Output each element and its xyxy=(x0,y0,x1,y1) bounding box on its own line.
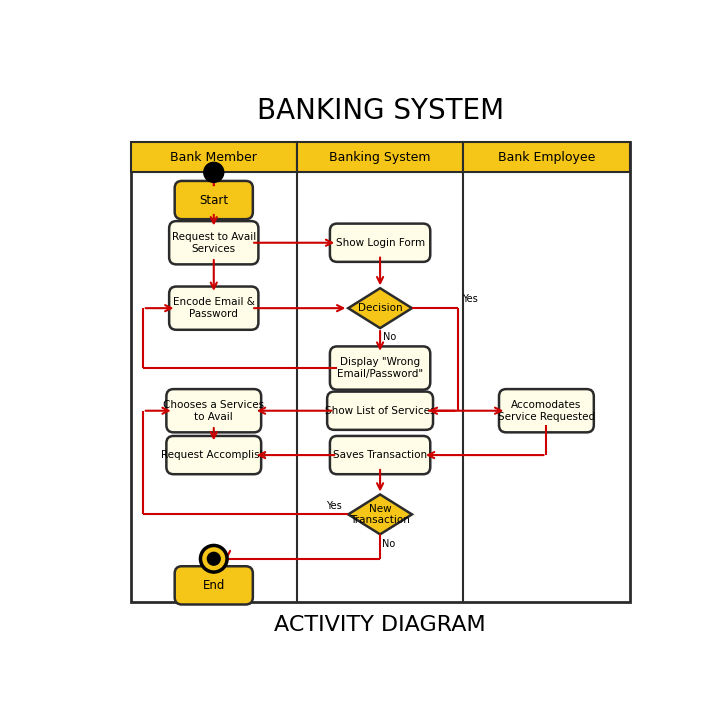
Circle shape xyxy=(204,162,224,182)
Text: Request Accomplish: Request Accomplish xyxy=(161,450,266,460)
FancyBboxPatch shape xyxy=(330,436,431,474)
Circle shape xyxy=(200,546,227,572)
Polygon shape xyxy=(348,288,412,328)
Text: Request to Avail
Services: Request to Avail Services xyxy=(171,232,256,253)
FancyBboxPatch shape xyxy=(330,224,431,262)
FancyBboxPatch shape xyxy=(175,566,253,605)
FancyBboxPatch shape xyxy=(499,389,594,432)
Text: Display "Wrong
Email/Password": Display "Wrong Email/Password" xyxy=(337,357,423,379)
FancyBboxPatch shape xyxy=(327,392,433,430)
Polygon shape xyxy=(348,495,412,534)
FancyBboxPatch shape xyxy=(169,221,258,264)
Text: End: End xyxy=(202,579,225,592)
FancyBboxPatch shape xyxy=(166,436,261,474)
Text: Encode Email &
Password: Encode Email & Password xyxy=(173,297,255,319)
Text: BANKING SYSTEM: BANKING SYSTEM xyxy=(256,97,504,125)
FancyBboxPatch shape xyxy=(130,142,297,172)
Circle shape xyxy=(207,552,220,565)
Text: Start: Start xyxy=(199,194,228,207)
FancyBboxPatch shape xyxy=(463,142,629,172)
Text: Chooses a Services
to Avail: Chooses a Services to Avail xyxy=(163,400,264,421)
Text: Bank Employee: Bank Employee xyxy=(498,150,595,163)
FancyBboxPatch shape xyxy=(175,181,253,219)
FancyBboxPatch shape xyxy=(166,389,261,432)
Text: Yes: Yes xyxy=(462,294,478,305)
Text: New
Transaction: New Transaction xyxy=(350,503,410,525)
Text: ACTIVITY DIAGRAM: ACTIVITY DIAGRAM xyxy=(274,616,486,635)
Text: Accomodates
Service Requested: Accomodates Service Requested xyxy=(498,400,595,421)
FancyBboxPatch shape xyxy=(297,142,463,172)
Text: No: No xyxy=(382,539,395,549)
Text: Bank Member: Bank Member xyxy=(171,150,257,163)
Text: No: No xyxy=(384,332,397,342)
FancyBboxPatch shape xyxy=(330,346,431,390)
Text: Saves Transaction: Saves Transaction xyxy=(333,450,427,460)
FancyBboxPatch shape xyxy=(169,287,258,330)
Text: Decision: Decision xyxy=(358,303,402,313)
Text: Banking System: Banking System xyxy=(329,150,431,163)
Text: Yes: Yes xyxy=(326,500,342,510)
Text: Show Login Form: Show Login Form xyxy=(336,238,425,248)
Text: Show List of Services: Show List of Services xyxy=(325,406,436,415)
FancyBboxPatch shape xyxy=(130,142,629,602)
